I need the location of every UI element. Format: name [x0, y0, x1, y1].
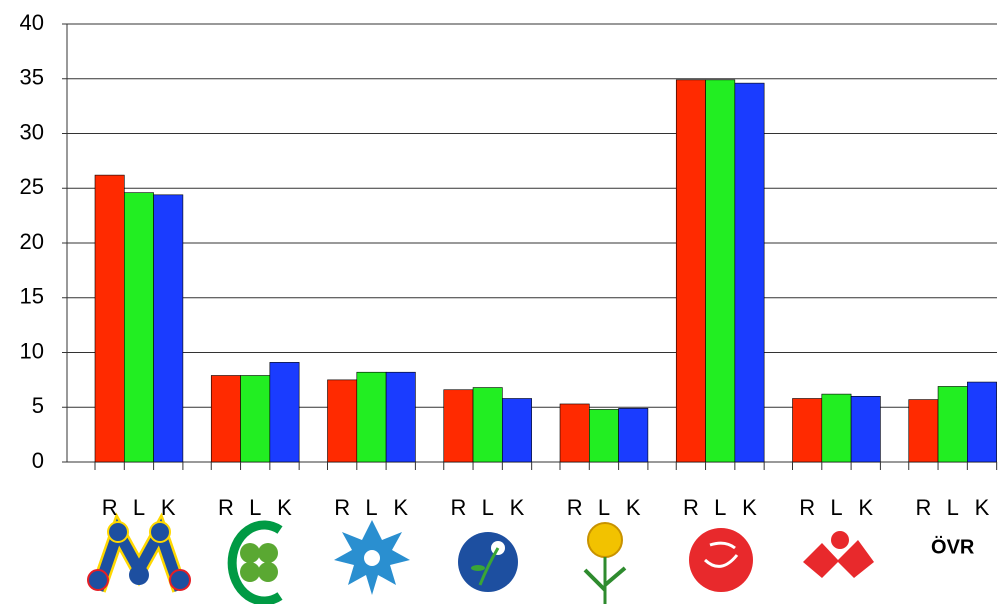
- y-tick-label: 5: [32, 393, 44, 418]
- series-label: L: [947, 495, 959, 520]
- series-label: K: [161, 495, 176, 520]
- x-tick-label: ÖVR: [931, 535, 975, 558]
- bar: [908, 399, 939, 463]
- bar: [153, 194, 184, 463]
- bar: [588, 409, 619, 463]
- series-label: R: [450, 495, 466, 520]
- bar: [327, 379, 358, 463]
- series-label: L: [598, 495, 610, 520]
- bar: [124, 192, 154, 463]
- series-label: K: [858, 495, 873, 520]
- bar: [269, 362, 300, 463]
- bar: [356, 371, 387, 463]
- y-tick-label: 25: [20, 174, 44, 199]
- series-label: R: [683, 495, 699, 520]
- series-label: L: [133, 495, 145, 520]
- bar: [705, 79, 736, 463]
- bar: [937, 386, 968, 463]
- series-label: K: [510, 495, 525, 520]
- bar: [675, 79, 706, 463]
- series-label: L: [365, 495, 377, 520]
- logo-dandelion: [583, 522, 627, 604]
- logo-rose: [689, 528, 753, 592]
- bar: [618, 408, 649, 463]
- bar: [240, 375, 271, 463]
- y-tick-label: 0: [32, 448, 44, 473]
- logo-m: [87, 512, 191, 593]
- y-tick-label: 10: [20, 338, 44, 363]
- y-tick-label: 30: [20, 119, 44, 144]
- bar: [472, 387, 503, 463]
- logo-hand: [803, 531, 874, 578]
- bar: [792, 398, 823, 463]
- series-label: L: [714, 495, 726, 520]
- series-label: K: [277, 495, 292, 520]
- y-tick-label: 35: [20, 65, 44, 90]
- series-label: K: [626, 495, 641, 520]
- series-label: L: [482, 495, 494, 520]
- bar: [734, 82, 765, 463]
- bar: [821, 393, 852, 463]
- party-logos: [87, 512, 874, 604]
- bar: [385, 371, 416, 463]
- y-tick-label: 15: [20, 284, 44, 309]
- series-label: R: [799, 495, 815, 520]
- series-label: R: [334, 495, 350, 520]
- bar: [967, 381, 997, 463]
- bar: [443, 389, 474, 463]
- y-tick-label: 40: [20, 10, 44, 35]
- series-label: K: [742, 495, 757, 520]
- bar: [502, 398, 532, 463]
- bar: [210, 375, 241, 463]
- series-label: L: [830, 495, 842, 520]
- logo-cornflower: [334, 520, 410, 595]
- series-label: R: [567, 495, 583, 520]
- series-label: R: [218, 495, 234, 520]
- series-label: R: [915, 495, 931, 520]
- logo-c: [227, 520, 283, 604]
- series-label: K: [393, 495, 408, 520]
- bar: [559, 403, 590, 463]
- bar: [94, 174, 125, 463]
- series-label: K: [975, 495, 990, 520]
- bar: [850, 395, 881, 463]
- y-tick-label: 20: [20, 229, 44, 254]
- series-label: L: [249, 495, 261, 520]
- logo-kd: [458, 532, 518, 592]
- series-label: R: [102, 495, 118, 520]
